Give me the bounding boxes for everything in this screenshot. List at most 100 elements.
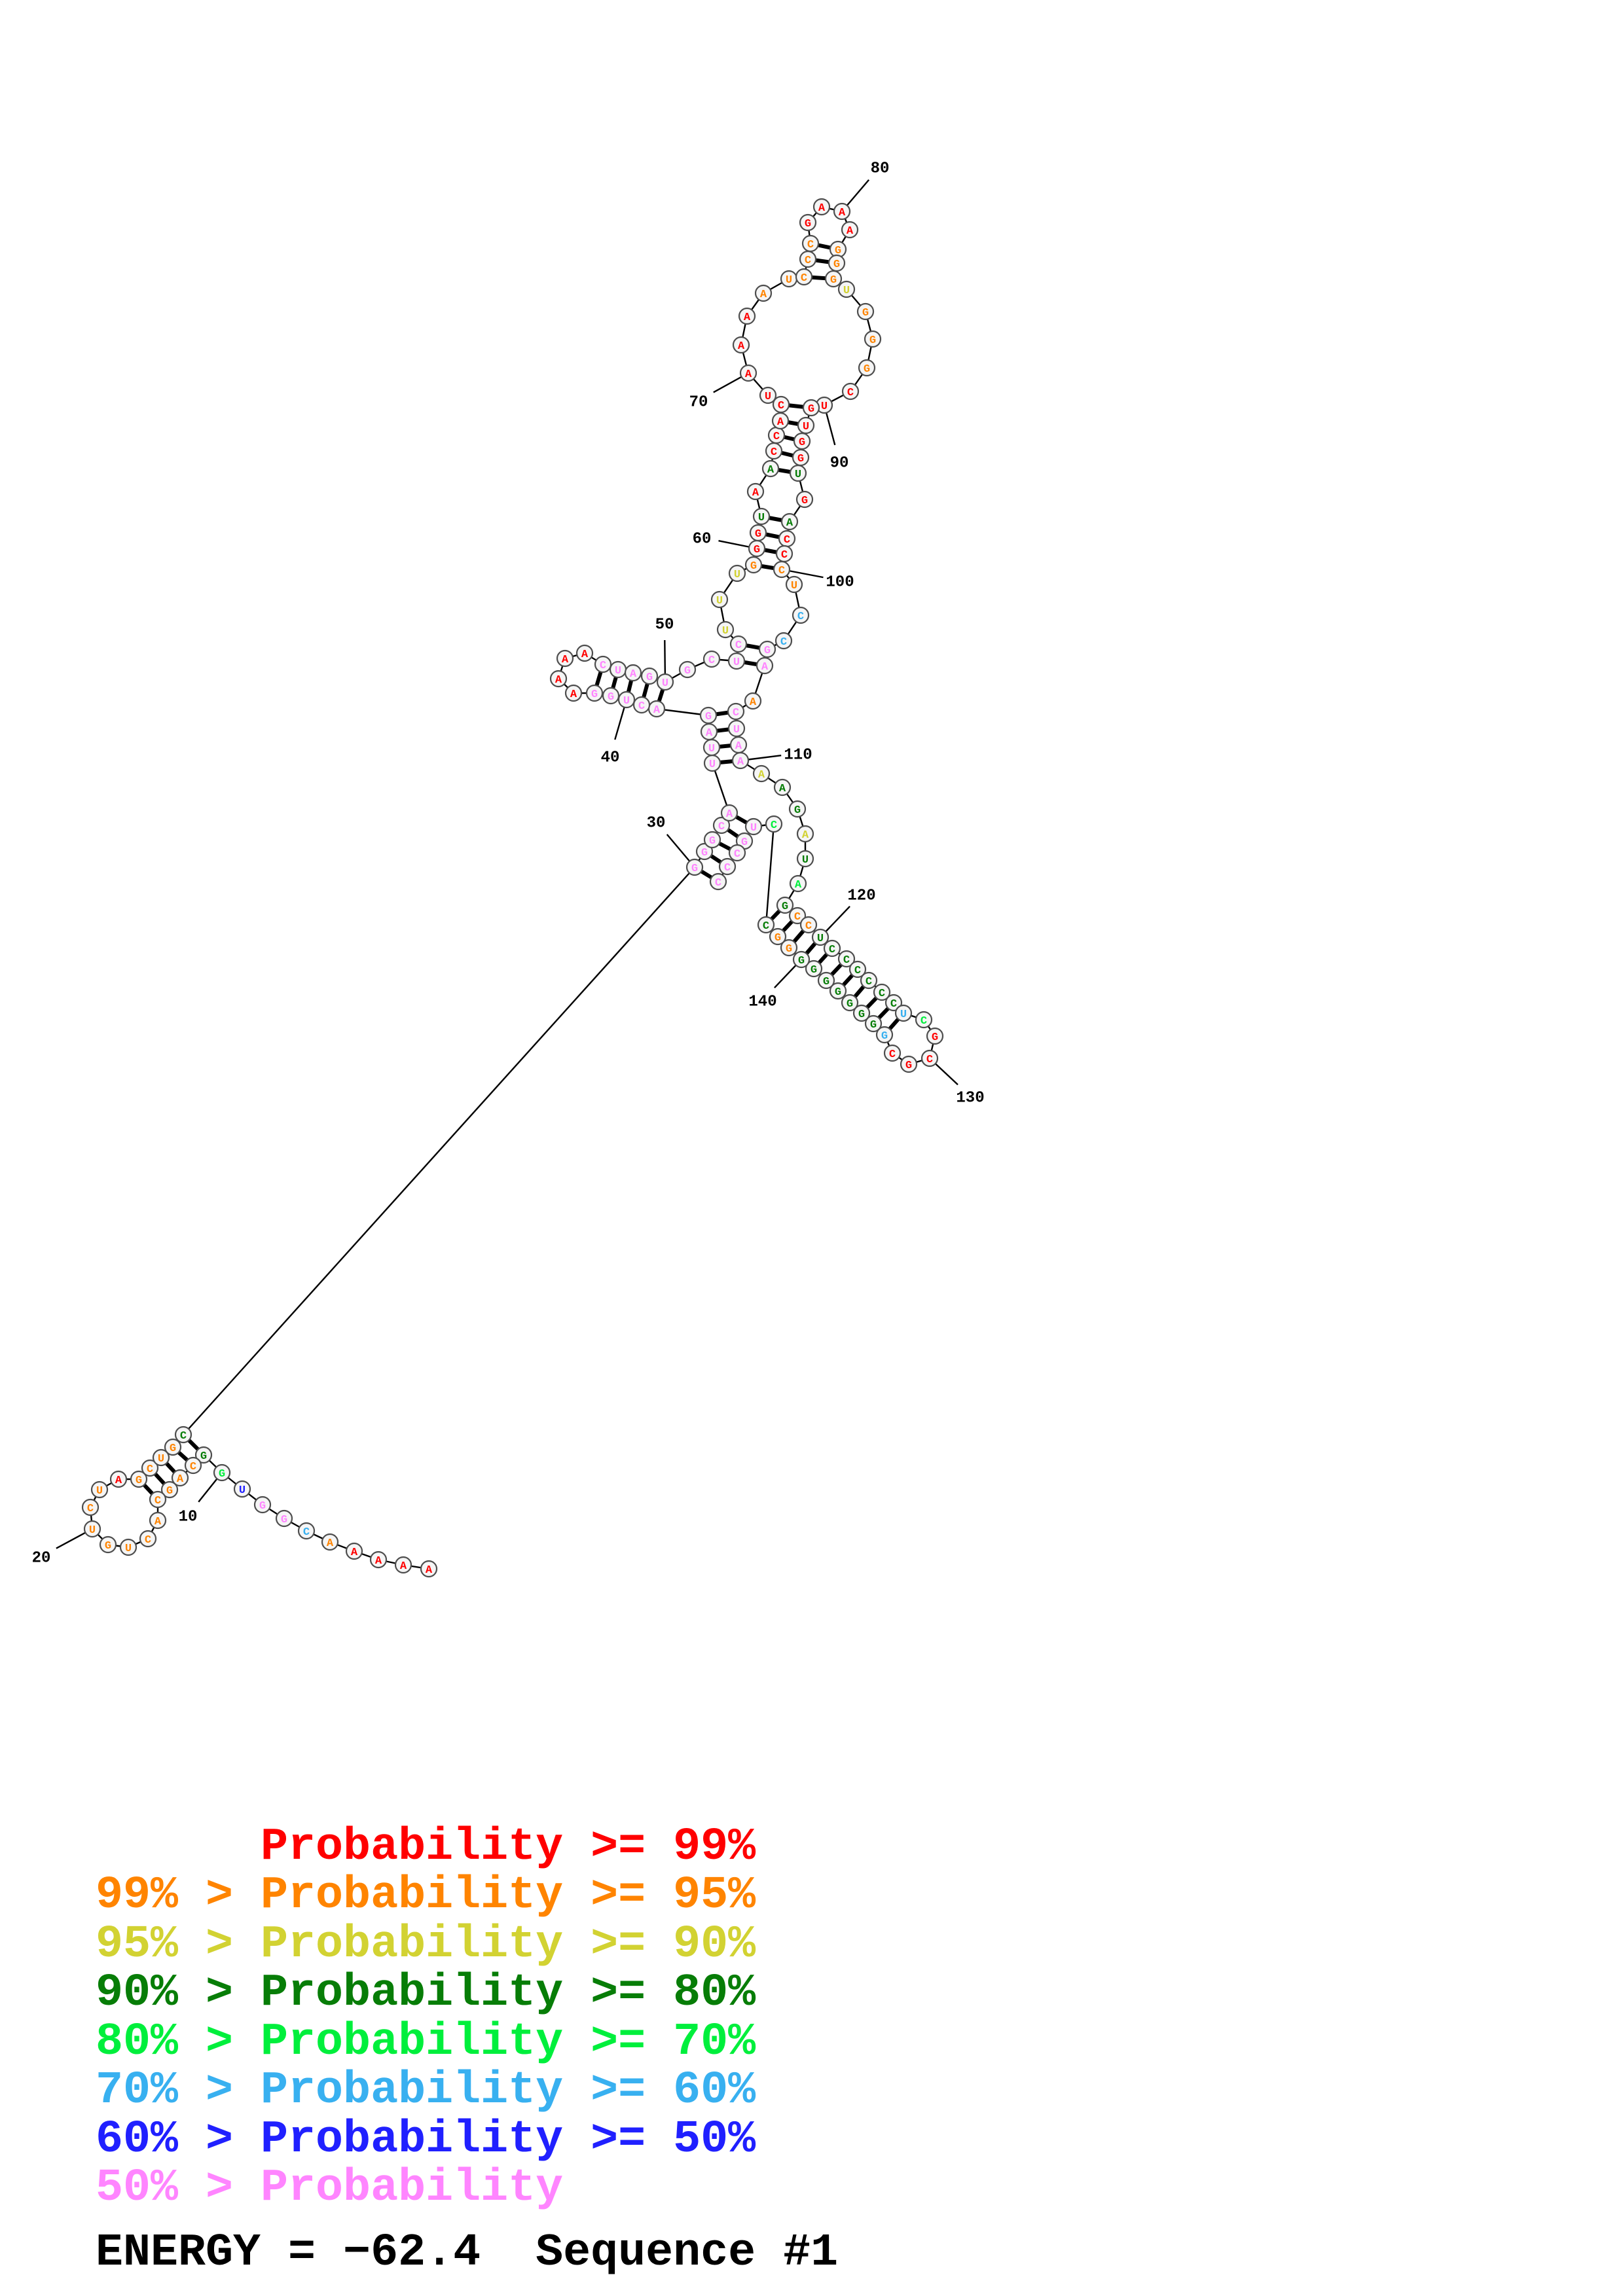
nucleotide-letter: A <box>375 1555 382 1568</box>
nucleotide-letter: U <box>786 274 792 287</box>
nucleotide-letter: C <box>784 534 790 547</box>
nucleotide: G <box>799 213 817 232</box>
nucleotide-circle <box>83 1520 101 1538</box>
nucleotide-circle <box>720 804 739 822</box>
nucleotide: C <box>848 960 867 978</box>
nucleotide-circle <box>758 640 776 658</box>
nucleotide-letter: A <box>177 1473 184 1486</box>
nucleotide-circle <box>556 649 574 668</box>
nucleotide-circle <box>759 386 777 404</box>
nucleotide-circle <box>752 507 771 526</box>
nucleotide-circle <box>297 1522 316 1540</box>
nucleotide: A <box>746 482 765 501</box>
nucleotide: C <box>860 971 878 990</box>
nucleotide-circle <box>873 983 891 1001</box>
legend-row-p80: 90% > Probability >= 80% <box>96 1967 756 2019</box>
nucleotide-circle <box>594 655 612 673</box>
position-label: 30 <box>647 815 666 833</box>
nucleotide: C <box>788 906 807 925</box>
nucleotide-circle <box>841 382 860 401</box>
nucleotide-letter: G <box>754 544 760 556</box>
nucleotide: G <box>99 1535 117 1554</box>
nucleotide-circle <box>732 336 750 354</box>
nucleotide-letter: A <box>555 674 562 687</box>
nucleotide-letter: A <box>777 416 784 429</box>
label-leader-lines <box>56 179 958 1549</box>
nucleotide-letter: G <box>798 955 805 967</box>
nucleotide-letter: G <box>864 363 870 376</box>
nucleotide-circle <box>718 857 737 876</box>
nucleotide-circle <box>130 1470 148 1488</box>
nucleotide: C <box>81 1498 100 1516</box>
nucleotide-circle <box>823 939 841 958</box>
nucleotide: A <box>739 364 757 382</box>
nucleotide: C <box>765 442 783 460</box>
nucleotide-circle <box>109 1470 128 1488</box>
nucleotide-letter: U <box>900 1009 907 1021</box>
nucleotide-letter: G <box>833 259 840 271</box>
nucleotide: U <box>90 1480 109 1499</box>
nucleotide-circle <box>864 1014 883 1033</box>
nucleotide-circle <box>788 906 807 925</box>
nucleotide-letter: C <box>829 944 835 956</box>
nucleotide-letter: A <box>758 769 765 781</box>
nucleotide-circle <box>752 764 771 783</box>
nucleotide-circle <box>640 667 659 685</box>
nucleotide: U <box>617 691 636 709</box>
nucleotide: G <box>194 1446 213 1464</box>
nucleotide-circle <box>744 692 762 710</box>
nucleotide-circle <box>174 1426 192 1444</box>
nucleotide: U <box>727 719 746 738</box>
nucleotide-circle <box>756 656 774 675</box>
nucleotide: G <box>926 1027 944 1045</box>
nucleotide: A <box>752 764 771 783</box>
nucleotide-letter: A <box>786 517 793 529</box>
nucleotide-letter: A <box>802 829 809 842</box>
nucleotide-letter: A <box>737 756 744 768</box>
nucleotide: C <box>778 529 796 548</box>
nucleotide-circle <box>761 459 780 478</box>
nucleotide-circle <box>160 1480 179 1499</box>
nucleotide-circle <box>824 270 843 288</box>
nucleotide: G <box>160 1480 179 1499</box>
nucleotide: C <box>823 939 841 958</box>
nucleotide-letter: G <box>823 976 830 988</box>
nucleotide: G <box>699 706 718 725</box>
nucleotide-circle <box>139 1530 157 1548</box>
nucleotide-circle <box>420 1560 438 1578</box>
nucleotide-circle <box>792 606 810 624</box>
nucleotide-letter: A <box>761 661 769 673</box>
nucleotide-letter: G <box>858 1009 865 1021</box>
nucleotide: G <box>788 800 807 818</box>
nucleotide: A <box>773 778 792 797</box>
nucleotide: C <box>727 702 745 721</box>
nucleotide: A <box>394 1556 412 1574</box>
nucleotide-circle <box>152 1448 170 1467</box>
nucleotide-letter: U <box>750 822 757 834</box>
nucleotide-circle <box>757 916 775 934</box>
nucleotide-circle <box>321 1533 339 1551</box>
nucleotide-circle <box>141 1459 159 1477</box>
nucleotide: C <box>915 1011 933 1029</box>
nucleotide-letter: G <box>905 1060 912 1072</box>
nucleotide-letter: C <box>190 1461 196 1473</box>
nucleotide-circle <box>858 359 876 377</box>
nucleotide-circle <box>780 512 799 531</box>
nucleotide-circle <box>805 960 823 978</box>
nucleotide-circle <box>769 927 787 946</box>
nucleotide-letter: C <box>780 636 787 649</box>
nucleotide-letter: A <box>744 312 751 324</box>
nucleotide: A <box>171 1469 189 1487</box>
nucleotide-letter: G <box>835 986 841 999</box>
nucleotide-letter: G <box>870 1019 877 1031</box>
nucleotide-circle <box>632 696 651 714</box>
nucleotide-circle <box>749 524 767 542</box>
nucleotide: G <box>703 831 721 849</box>
nucleotide: U <box>780 270 798 288</box>
nucleotide-letter: U <box>239 1484 246 1497</box>
nucleotide: A <box>731 751 750 770</box>
nucleotide-letter: G <box>775 932 781 944</box>
nucleotide: U <box>716 620 735 639</box>
